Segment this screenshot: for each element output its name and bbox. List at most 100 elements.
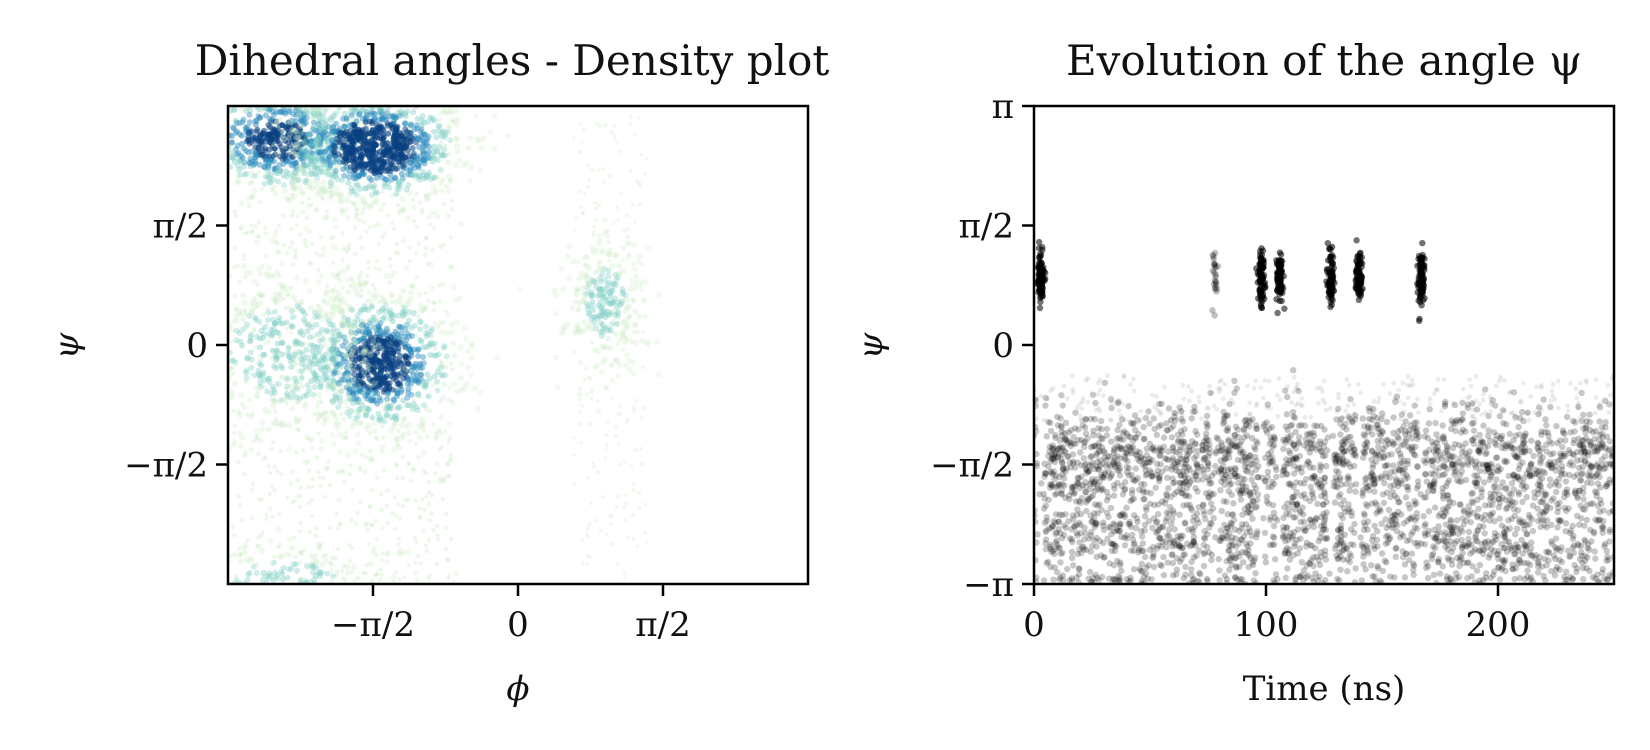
- density-point: [305, 153, 312, 160]
- density-point: [267, 597, 273, 603]
- density-point: [220, 149, 226, 155]
- density-point: [331, 95, 337, 101]
- density-point: [279, 351, 286, 358]
- density-point: [338, 411, 344, 416]
- density-point: [626, 357, 633, 364]
- density-point: [284, 195, 291, 202]
- density-point: [583, 366, 588, 371]
- density-point: [480, 135, 487, 142]
- density-point: [357, 409, 362, 414]
- density-point: [393, 250, 398, 255]
- density-point: [291, 160, 298, 167]
- density-point: [304, 107, 311, 114]
- density-point: [405, 549, 410, 555]
- density-point: [84, 606, 90, 612]
- density-point: [249, 223, 254, 228]
- density-point: [417, 326, 424, 333]
- density-point: [584, 254, 591, 260]
- density-point: [329, 125, 336, 132]
- density-point: [379, 572, 384, 578]
- density-point: [406, 563, 412, 568]
- density-point: [306, 485, 311, 490]
- density-point: [627, 241, 632, 246]
- density-point: [582, 262, 589, 269]
- density-point: [302, 162, 309, 169]
- density-point: [260, 591, 266, 597]
- density-point: [410, 109, 417, 116]
- density-point: [449, 110, 455, 116]
- density-point: [255, 394, 260, 400]
- density-point: [355, 409, 361, 415]
- density-point: [580, 561, 585, 566]
- density-point: [281, 135, 287, 142]
- density-point: [578, 149, 582, 154]
- density-point: [258, 613, 264, 619]
- density-point: [343, 352, 350, 359]
- density-point: [399, 177, 406, 184]
- density-point: [412, 535, 417, 540]
- density-point: [272, 165, 279, 172]
- density-point: [323, 410, 329, 415]
- density-point: [287, 345, 292, 351]
- density-point: [267, 171, 274, 178]
- density-point: [273, 169, 279, 176]
- density-point: [413, 404, 420, 411]
- density-point: [430, 247, 435, 253]
- density-point: [588, 291, 595, 298]
- density-point: [361, 219, 367, 225]
- density-point: [298, 550, 303, 555]
- density-point: [394, 192, 400, 197]
- density-point: [344, 452, 351, 459]
- density-point: [286, 198, 293, 205]
- density-point: [596, 233, 601, 238]
- density-point: [363, 455, 368, 460]
- density-point: [395, 443, 400, 448]
- density-point: [443, 109, 450, 116]
- density-point: [293, 381, 298, 387]
- density-point: [396, 428, 401, 434]
- density-point: [228, 107, 234, 114]
- density-point: [303, 155, 309, 162]
- density-point: [335, 526, 340, 531]
- time-point: [1519, 498, 1526, 506]
- density-point: [330, 260, 336, 266]
- density-point: [294, 493, 301, 500]
- density-point: [341, 576, 346, 581]
- density-point: [253, 429, 260, 435]
- density-point: [318, 483, 323, 489]
- density-point: [631, 262, 636, 267]
- density-point: [317, 475, 322, 480]
- density-point: [435, 351, 442, 358]
- density-point: [293, 128, 300, 135]
- density-point: [344, 393, 350, 398]
- density-point: [552, 310, 559, 317]
- density-point: [429, 149, 436, 156]
- density-point: [359, 420, 364, 425]
- density-point: [608, 362, 615, 369]
- density-point: [197, 132, 203, 138]
- density-point: [430, 184, 437, 191]
- density-point: [230, 125, 237, 132]
- density-point: [329, 311, 336, 318]
- density-point: [597, 320, 604, 327]
- density-point: [293, 163, 300, 170]
- density-point: [352, 166, 359, 173]
- density-point: [449, 118, 454, 123]
- density-point: [277, 333, 283, 338]
- density-point: [345, 372, 352, 379]
- density-point: [298, 560, 303, 565]
- density-point: [431, 226, 437, 231]
- density-point: [346, 360, 353, 367]
- density-point: [243, 379, 249, 385]
- density-y-tick-label: −π/2: [124, 446, 208, 486]
- density-point: [202, 135, 208, 141]
- density-point: [283, 173, 290, 180]
- density-point: [626, 315, 631, 320]
- density-point: [344, 214, 351, 221]
- density-point: [389, 386, 396, 393]
- density-point: [429, 325, 436, 332]
- density-point: [424, 246, 429, 251]
- density-point: [343, 150, 350, 157]
- density-point: [553, 354, 560, 361]
- density-point: [241, 545, 248, 551]
